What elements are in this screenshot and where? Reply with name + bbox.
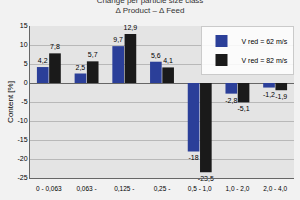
svg-text:15: 15 <box>20 22 28 29</box>
svg-text:4,2: 4,2 <box>38 57 48 64</box>
svg-text:-20: -20 <box>17 155 27 162</box>
svg-text:12,9: 12,9 <box>124 24 138 31</box>
svg-text:9,7: 9,7 <box>113 36 123 43</box>
svg-text:0,25 -: 0,25 - <box>154 185 171 192</box>
svg-text:1,0 - 2,0: 1,0 - 2,0 <box>226 185 250 192</box>
svg-text:-2,8: -2,8 <box>225 97 237 104</box>
svg-text:5,7: 5,7 <box>88 51 98 58</box>
svg-text:-5,1: -5,1 <box>237 105 249 112</box>
svg-text:-5: -5 <box>21 98 27 105</box>
svg-text:V red = 62 m/s: V red = 62 m/s <box>242 38 288 45</box>
svg-text:-1,2: -1,2 <box>263 91 275 98</box>
svg-text:4,1: 4,1 <box>163 57 173 64</box>
svg-text:0,063 -: 0,063 - <box>76 185 96 192</box>
svg-text:-23,5: -23,5 <box>198 175 214 182</box>
svg-text:0,5 - 1,0: 0,5 - 1,0 <box>188 185 212 192</box>
svg-text:5,6: 5,6 <box>151 52 161 59</box>
svg-text:5: 5 <box>24 60 28 67</box>
svg-text:-10: -10 <box>17 117 27 124</box>
svg-text:-25: -25 <box>17 174 27 181</box>
svg-text:0: 0 <box>24 79 28 86</box>
svg-text:-18: -18 <box>188 154 198 161</box>
svg-text:Change per particle size class: Change per particle size classΔ Product … <box>97 0 204 15</box>
svg-text:Content [%]: Content [%] <box>6 81 15 123</box>
svg-text:2,0 - 4,0: 2,0 - 4,0 <box>263 185 287 192</box>
svg-text:0 - 0,063: 0 - 0,063 <box>36 185 62 192</box>
svg-text:V red = 82 m/s: V red = 82 m/s <box>242 57 288 64</box>
svg-text:0,125 -: 0,125 - <box>114 185 134 192</box>
svg-text:-1,9: -1,9 <box>275 93 287 100</box>
svg-text:7,8: 7,8 <box>50 43 60 50</box>
svg-text:-15: -15 <box>17 136 27 143</box>
svg-text:10: 10 <box>20 41 28 48</box>
svg-text:2,5: 2,5 <box>76 64 86 71</box>
